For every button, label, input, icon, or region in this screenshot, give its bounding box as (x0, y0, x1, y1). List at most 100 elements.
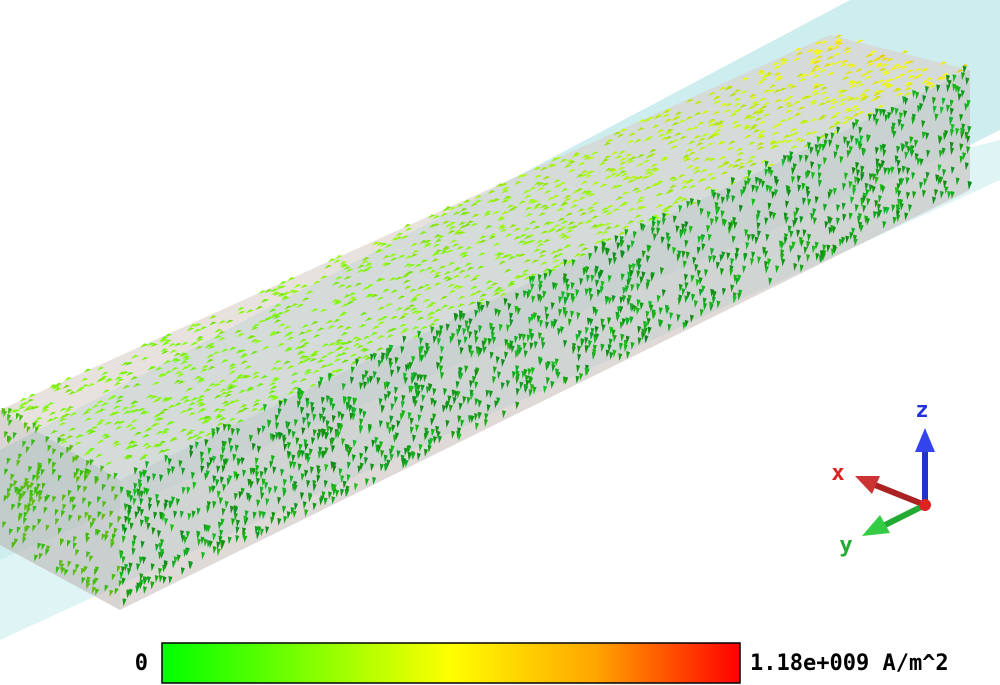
arrow (618, 170, 627, 175)
arrow (628, 132, 637, 137)
arrow (127, 440, 136, 445)
arrow (58, 422, 67, 427)
arrow (895, 65, 904, 70)
arrow (827, 62, 836, 67)
arrow (501, 186, 510, 191)
arrow (336, 430, 341, 439)
arrow (270, 313, 279, 318)
arrow (189, 323, 198, 328)
arrow (836, 126, 841, 135)
arrow (811, 245, 816, 254)
arrow (160, 548, 165, 557)
arrow (155, 493, 160, 502)
arrow (550, 250, 559, 255)
arrow (278, 323, 287, 328)
arrow (665, 205, 674, 210)
arrow (419, 240, 428, 245)
arrow (707, 91, 716, 96)
arrow (522, 333, 527, 342)
arrow (716, 300, 721, 309)
arrow (575, 174, 584, 179)
arrow (218, 535, 223, 544)
arrow (506, 379, 511, 388)
arrow (962, 65, 967, 74)
arrow (706, 224, 711, 233)
arrow (582, 267, 587, 276)
arrow (9, 483, 14, 491)
arrow (309, 358, 318, 363)
arrow (644, 322, 649, 331)
arrow (86, 430, 95, 435)
arrow (757, 135, 766, 140)
arrow (785, 200, 790, 209)
arrow (781, 258, 786, 267)
arrow (819, 91, 828, 96)
arrow (75, 563, 80, 571)
arrow (946, 104, 951, 113)
arrow (360, 260, 369, 265)
arrow (819, 114, 828, 119)
arrow (156, 499, 161, 508)
arrow (464, 246, 473, 251)
arrow (618, 161, 627, 166)
arrow (228, 417, 237, 422)
arrow (552, 259, 561, 264)
arrow (316, 432, 321, 441)
arrow (580, 338, 585, 347)
arrow (439, 355, 444, 364)
arrow (588, 252, 593, 261)
arrow (8, 419, 13, 427)
arrow (817, 116, 826, 121)
arrow (756, 142, 765, 147)
arrow (361, 373, 366, 382)
arrow (146, 342, 155, 347)
arrow (64, 377, 73, 382)
arrow (775, 75, 784, 80)
arrow (809, 118, 818, 123)
arrow (891, 122, 896, 131)
arrow (26, 507, 31, 515)
arrow (409, 417, 414, 426)
arrow (590, 224, 599, 229)
arrow (17, 502, 22, 510)
arrow (694, 263, 699, 272)
arrow (664, 131, 673, 136)
arrow (834, 60, 843, 65)
arrow (619, 128, 628, 133)
arrow (875, 168, 880, 177)
arrow (560, 188, 569, 193)
arrow (312, 413, 317, 422)
arrow (31, 499, 36, 507)
arrow (124, 455, 133, 460)
arrow (317, 451, 322, 460)
arrow (758, 97, 767, 102)
arrow (141, 411, 150, 416)
arrow (403, 223, 412, 228)
arrow (641, 250, 646, 259)
arrow (720, 267, 725, 276)
arrow (178, 352, 187, 357)
arrow (97, 496, 102, 504)
arrow (866, 134, 871, 143)
arrow (688, 225, 693, 234)
arrow (195, 338, 204, 343)
arrow (344, 489, 349, 498)
arrow (424, 286, 433, 291)
arrow (20, 485, 25, 493)
arrow (828, 98, 837, 103)
arrow (842, 116, 851, 121)
arrow (182, 399, 191, 404)
arrow (327, 325, 336, 330)
arrow (756, 210, 761, 219)
arrow (253, 399, 262, 404)
arrow (77, 514, 82, 522)
arrow (603, 222, 612, 227)
arrow (82, 411, 91, 416)
arrow (196, 401, 205, 406)
arrow (533, 312, 538, 321)
arrow (724, 103, 733, 108)
arrow (939, 61, 948, 66)
arrow (903, 92, 912, 97)
arrow (704, 268, 709, 277)
arrow (381, 288, 390, 293)
